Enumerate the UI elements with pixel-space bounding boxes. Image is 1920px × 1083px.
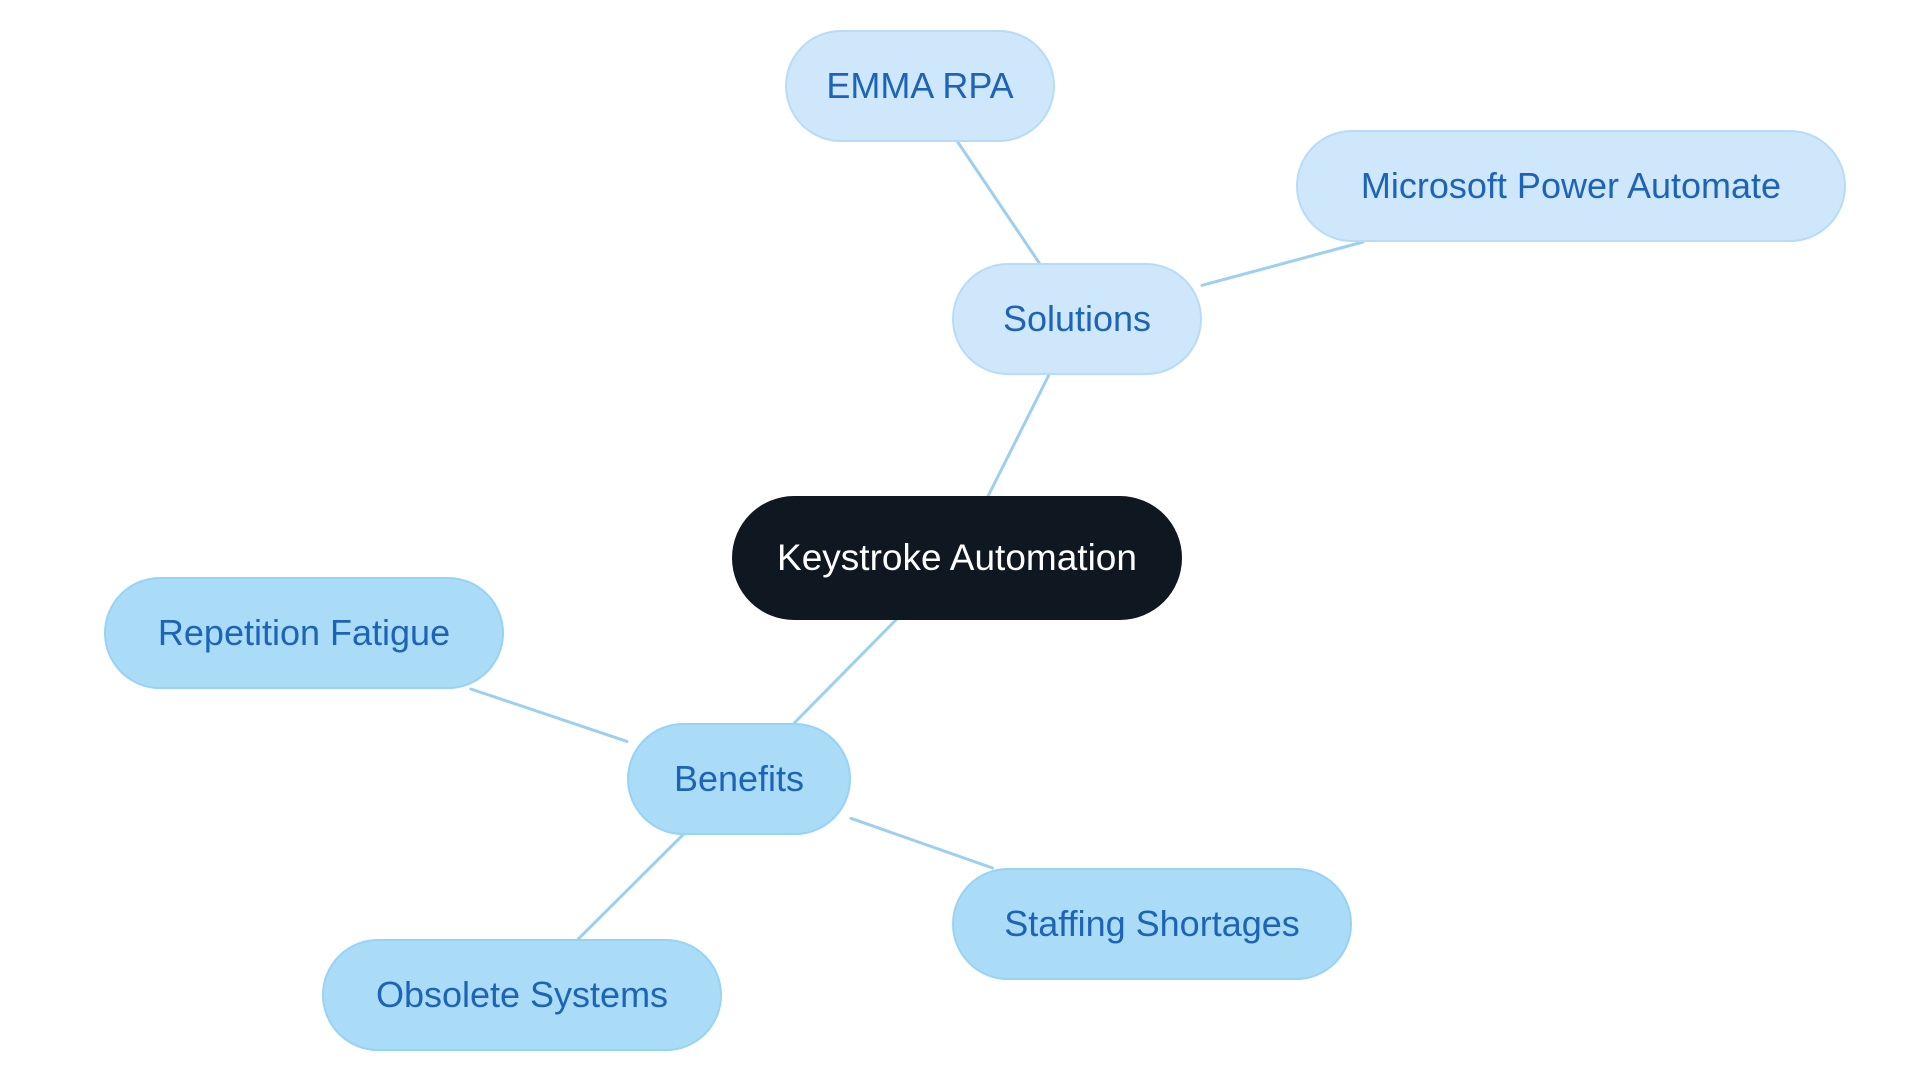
diagram-canvas: Keystroke Automation Solutions EMMA RPA … — [0, 0, 1920, 1083]
node-microsoft-power-automate: Microsoft Power Automate — [1296, 130, 1846, 242]
edge — [958, 142, 1040, 263]
node-benefits-label: Benefits — [674, 758, 804, 800]
node-obsys-label: Obsolete Systems — [376, 974, 668, 1016]
node-obsolete-systems: Obsolete Systems — [322, 939, 722, 1051]
edge — [1202, 242, 1363, 285]
node-staffing-shortages: Staffing Shortages — [952, 868, 1352, 980]
node-emma-rpa: EMMA RPA — [785, 30, 1055, 142]
node-root: Keystroke Automation — [732, 496, 1182, 620]
node-staff-label: Staffing Shortages — [1004, 903, 1300, 945]
edge — [988, 375, 1049, 496]
node-emma-label: EMMA RPA — [826, 65, 1013, 107]
edge — [578, 835, 682, 939]
edge — [794, 620, 896, 723]
edge — [851, 818, 992, 868]
node-repetition-fatigue: Repetition Fatigue — [104, 577, 504, 689]
node-mspa-label: Microsoft Power Automate — [1361, 165, 1781, 207]
edge — [471, 689, 627, 741]
node-root-label: Keystroke Automation — [777, 537, 1137, 579]
node-benefits: Benefits — [627, 723, 851, 835]
node-solutions: Solutions — [952, 263, 1202, 375]
node-solutions-label: Solutions — [1003, 298, 1151, 340]
node-repfat-label: Repetition Fatigue — [158, 612, 450, 654]
